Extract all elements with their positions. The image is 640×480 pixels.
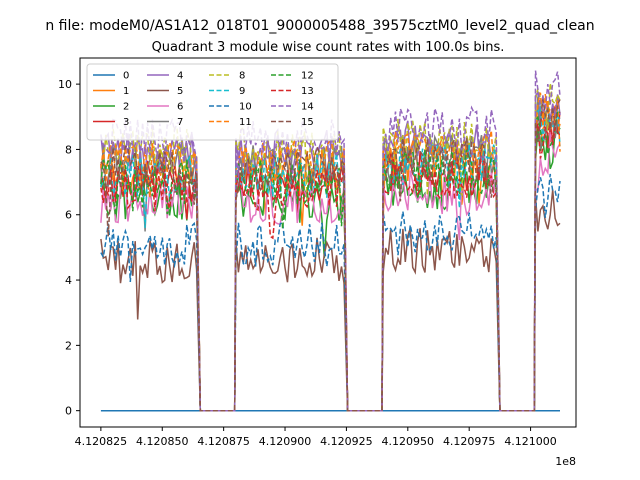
x-tick-label: 4.120925	[320, 435, 373, 448]
legend-label-5: 5	[177, 86, 183, 97]
legend-label-1: 1	[123, 86, 129, 97]
series-line-15	[100, 99, 561, 412]
series-line-13	[100, 122, 561, 412]
legend-label-9: 9	[239, 86, 245, 97]
y-tick-label: 2	[65, 339, 72, 352]
legend-label-8: 8	[239, 71, 245, 82]
x-tick-label: 4.120850	[136, 435, 189, 448]
legend-label-3: 3	[123, 117, 129, 128]
y-tick-label: 8	[65, 143, 72, 156]
x-tick-label: 4.120975	[443, 435, 496, 448]
y-tick-label: 6	[65, 209, 72, 222]
x-tick-label: 4.120875	[197, 435, 250, 448]
legend-label-10: 10	[239, 102, 252, 113]
series-layer	[100, 70, 561, 412]
x-tick-label: 4.120950	[382, 435, 435, 448]
legend-label-2: 2	[123, 102, 129, 113]
y-tick-label: 10	[58, 78, 72, 91]
legend-label-7: 7	[177, 117, 183, 128]
legend-label-13: 13	[301, 86, 314, 97]
x-axis: 4.120825 4.120850 4.120875 4.120900 4.120925…	[75, 427, 557, 448]
legend-label-12: 12	[301, 71, 314, 82]
series-line-5	[100, 189, 561, 412]
series-line-14	[100, 70, 561, 412]
figure-suptitle: n file: modeM0/AS1A12_018T01_9000005488_…	[45, 18, 594, 34]
series-line-8	[100, 83, 561, 412]
legend-label-14: 14	[301, 102, 314, 113]
axes-frame	[79, 57, 577, 428]
series-line-11	[100, 92, 561, 412]
x-tick-label: 4.120825	[75, 435, 128, 448]
x-tick-label: 4.120900	[259, 435, 312, 448]
y-axis: 0 2 4 6 8 10	[58, 78, 80, 418]
legend-label-6: 6	[177, 102, 183, 113]
y-tick-label: 4	[65, 274, 72, 287]
x-offset-label: 1e8	[555, 455, 576, 468]
chart-title: Quadrant 3 module wise count rates with …	[152, 40, 505, 55]
legend-label-11: 11	[239, 117, 252, 128]
legend-label-15: 15	[301, 117, 314, 128]
x-tick-label: 4.121000	[504, 435, 557, 448]
y-tick-label: 0	[65, 405, 72, 418]
legend-label-4: 4	[177, 71, 183, 82]
series-line-10	[100, 173, 561, 412]
legend-label-0: 0	[123, 71, 129, 82]
